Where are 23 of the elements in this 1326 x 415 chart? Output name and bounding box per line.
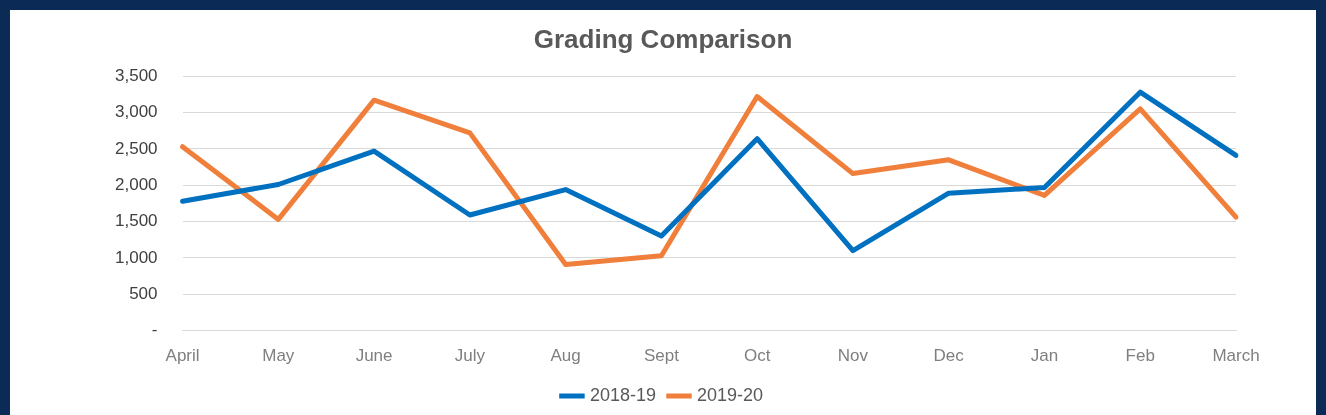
y-tick-label: 2,000: [114, 174, 158, 194]
x-tick-label: July: [454, 346, 486, 366]
y-tick-label: 1,500: [114, 211, 158, 231]
y-tick-label: 3,000: [114, 102, 158, 122]
x-tick-label: March: [1212, 346, 1260, 366]
legend-label: 2018-19: [589, 384, 656, 405]
x-tick-label: Aug: [550, 346, 581, 366]
x-tick-label: Oct: [743, 346, 771, 366]
x-tick-label: May: [262, 346, 295, 366]
y-tick-label: 500: [129, 283, 158, 303]
x-tick-label: April: [165, 346, 200, 366]
y-tick-label: 2,500: [114, 138, 158, 158]
x-tick-label: Nov: [837, 346, 869, 366]
x-tick-label: Sept: [643, 346, 680, 366]
x-tick-label: Dec: [933, 346, 965, 366]
y-tick-label: 1,000: [114, 247, 158, 267]
y-tick-label: -: [151, 320, 158, 340]
chart-title: Grading Comparison: [533, 23, 793, 54]
legend-label: 2019-20: [697, 384, 764, 405]
x-tick-label: Feb: [1125, 346, 1155, 366]
x-tick-label: Jan: [1030, 346, 1059, 366]
y-tick-label: 3,500: [114, 65, 158, 85]
x-tick-label: June: [355, 346, 393, 366]
